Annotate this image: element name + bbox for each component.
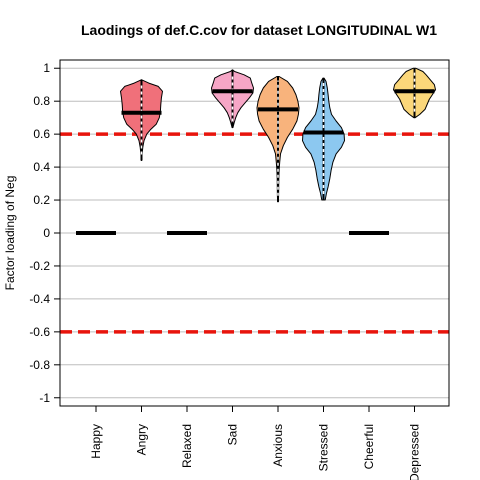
- y-tick-label: 0: [43, 226, 50, 240]
- violins: [120, 67, 436, 203]
- y-tick-label: 0.8: [33, 94, 50, 108]
- y-tick-label: -0.4: [29, 292, 50, 306]
- mean-bars: [76, 89, 435, 235]
- grid-lines: [60, 67, 449, 399]
- x-tick-label: Angry: [135, 424, 149, 455]
- plot-frame: [59, 59, 450, 407]
- x-tick-label: Stressed: [317, 424, 331, 471]
- x-tick-label: Anxious: [271, 424, 285, 467]
- y-tick-label: 0.2: [33, 193, 50, 207]
- y-axis-label: Factor loading of Neg: [3, 176, 17, 291]
- y-axis-ticks: -1 -0.8 -0.6 -0.4 -0.2 0 0.2 0.4 0.6 0.8 1: [29, 61, 60, 405]
- x-tick-label: Happy: [89, 424, 103, 459]
- y-tick-label: 0.6: [33, 127, 50, 141]
- chart-title: Laodings of def.C.cov for dataset LONGIT…: [81, 22, 437, 38]
- y-tick-label: -0.6: [29, 325, 50, 339]
- x-tick-label: Relaxed: [180, 424, 194, 468]
- y-tick-label: -0.2: [29, 259, 50, 273]
- x-tick-label: Sad: [226, 424, 240, 445]
- y-tick-label: 1: [43, 61, 50, 75]
- y-tick-label: -0.8: [29, 358, 50, 372]
- x-tick-label: Cheerful: [362, 424, 376, 469]
- y-tick-label: -1: [39, 391, 50, 405]
- x-axis-ticks: Happy Angry Relaxed Sad Anxious Stressed Cheer…: [89, 406, 422, 480]
- y-tick-label: 0.4: [33, 160, 50, 174]
- reference-lines: [60, 132, 449, 334]
- x-tick-label: Depressed: [408, 424, 422, 480]
